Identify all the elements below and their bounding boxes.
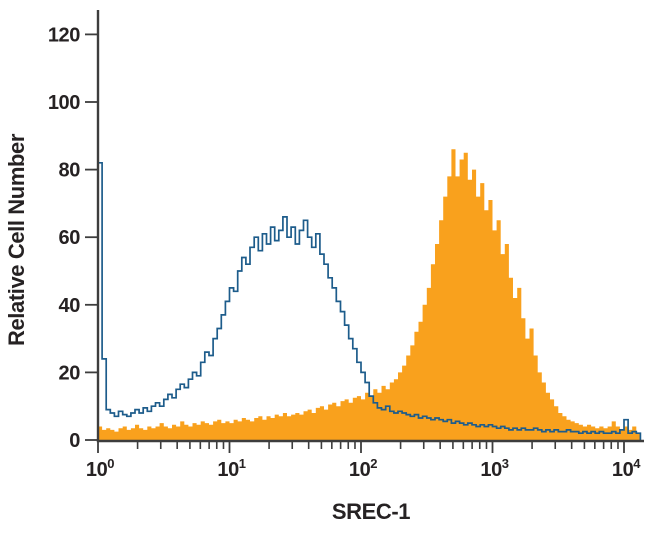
x-tick-label: 104 [612, 456, 641, 481]
y-tick-label: 20 [59, 362, 81, 384]
x-tick-label: 101 [217, 456, 245, 481]
x-tick-label: 103 [480, 456, 508, 481]
y-axis-title: Relative Cell Number [4, 133, 29, 347]
y-tick-label: 0 [69, 430, 80, 452]
x-axis-title: SREC-1 [331, 499, 411, 524]
y-tick-label: 60 [59, 227, 81, 249]
filled-histogram-stained-path [98, 149, 641, 441]
y-tick-label: 40 [59, 295, 81, 317]
x-tick-label: 100 [86, 456, 114, 481]
x-tick-label: 102 [349, 456, 377, 481]
y-tick-label: 100 [48, 92, 80, 114]
y-tick-label: 120 [48, 24, 80, 46]
y-tick-label: 80 [59, 160, 81, 182]
open-histogram-control-path [97, 161, 642, 440]
